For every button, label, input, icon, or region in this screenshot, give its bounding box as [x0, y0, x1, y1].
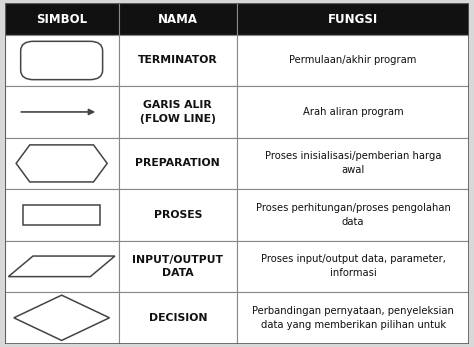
Bar: [23, 205, 100, 225]
FancyBboxPatch shape: [21, 41, 102, 80]
Text: SIMBOL: SIMBOL: [36, 12, 87, 26]
Bar: [118, 292, 237, 344]
Text: FUNGSI: FUNGSI: [328, 12, 378, 26]
Bar: [118, 240, 237, 292]
Bar: [118, 189, 237, 240]
Bar: [237, 35, 469, 86]
Bar: [5, 35, 118, 86]
Text: PREPARATION: PREPARATION: [136, 159, 220, 168]
Text: Proses perhitungan/proses pengolahan
data: Proses perhitungan/proses pengolahan dat…: [255, 203, 451, 227]
Bar: [118, 35, 237, 86]
Bar: [237, 240, 469, 292]
Bar: [237, 3, 469, 35]
Text: Proses inisialisasi/pemberian harga
awal: Proses inisialisasi/pemberian harga awal: [265, 151, 441, 176]
Polygon shape: [14, 295, 109, 340]
Bar: [237, 138, 469, 189]
Text: Proses input/output data, parameter,
informasi: Proses input/output data, parameter, inf…: [261, 254, 446, 278]
Bar: [237, 292, 469, 344]
Text: Arah aliran program: Arah aliran program: [303, 107, 403, 117]
Bar: [237, 86, 469, 138]
Bar: [5, 189, 118, 240]
Text: TERMINATOR: TERMINATOR: [138, 56, 218, 66]
Text: INPUT/OUTPUT
DATA: INPUT/OUTPUT DATA: [132, 255, 223, 278]
Bar: [118, 3, 237, 35]
Text: PROSES: PROSES: [154, 210, 202, 220]
Bar: [5, 138, 118, 189]
Bar: [237, 189, 469, 240]
Polygon shape: [9, 256, 115, 277]
Bar: [5, 292, 118, 344]
Text: NAMA: NAMA: [158, 12, 198, 26]
Bar: [5, 240, 118, 292]
Text: DECISION: DECISION: [148, 313, 207, 323]
Polygon shape: [16, 145, 107, 182]
Bar: [5, 86, 118, 138]
Text: Permulaan/akhir program: Permulaan/akhir program: [290, 56, 417, 66]
Bar: [118, 138, 237, 189]
Text: Perbandingan pernyataan, penyeleksian
data yang memberikan pilihan untuk: Perbandingan pernyataan, penyeleksian da…: [252, 306, 454, 330]
Bar: [5, 3, 118, 35]
Bar: [118, 86, 237, 138]
Text: GARIS ALIR
(FLOW LINE): GARIS ALIR (FLOW LINE): [140, 100, 216, 124]
